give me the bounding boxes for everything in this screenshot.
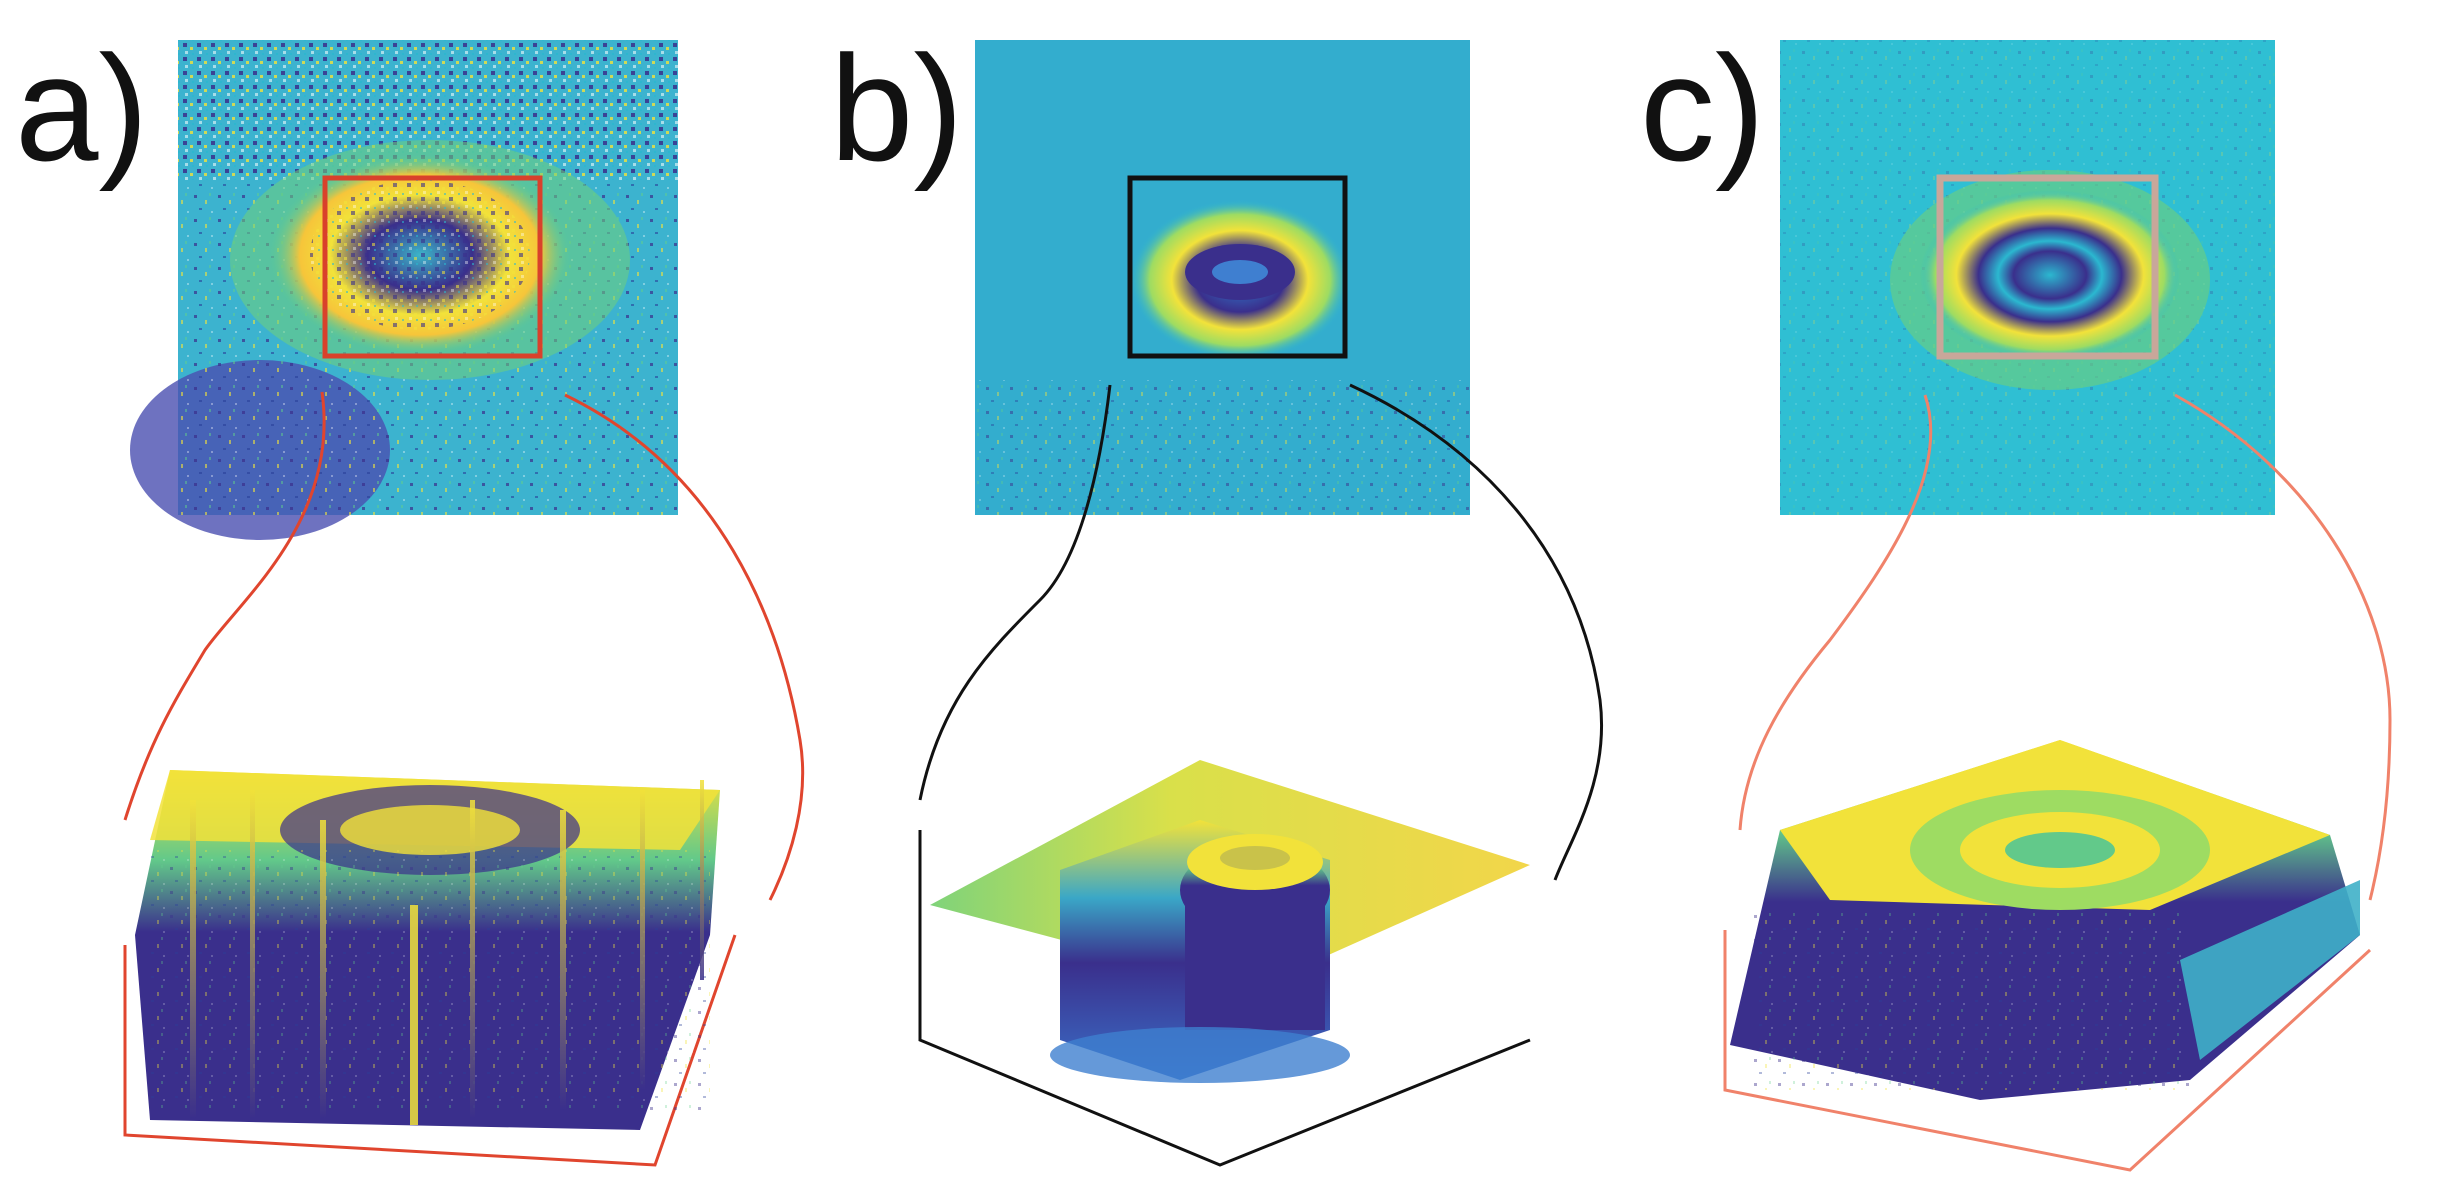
phase-map-b — [975, 40, 1470, 515]
connector-c — [1723, 393, 2392, 1172]
connector-b — [918, 383, 1603, 1167]
phase-map-c — [1780, 40, 2275, 515]
panel-b: b) — [830, 24, 1603, 1167]
phase-map-a — [130, 40, 678, 540]
surface-plot-c — [1730, 740, 2360, 1100]
zoom-box-b — [1127, 175, 1348, 359]
surface-plot-a — [135, 770, 720, 1130]
panel-c: c) — [1640, 24, 2392, 1172]
panel-label-b: b) — [830, 24, 963, 192]
panel-label-a: a) — [15, 24, 148, 192]
zoom-box-a — [322, 175, 543, 359]
surface-plot-b — [930, 760, 1530, 1083]
zoom-box-c — [1936, 174, 2159, 360]
panel-a: a) — [15, 24, 805, 1167]
panel-label-c: c) — [1640, 24, 1765, 192]
